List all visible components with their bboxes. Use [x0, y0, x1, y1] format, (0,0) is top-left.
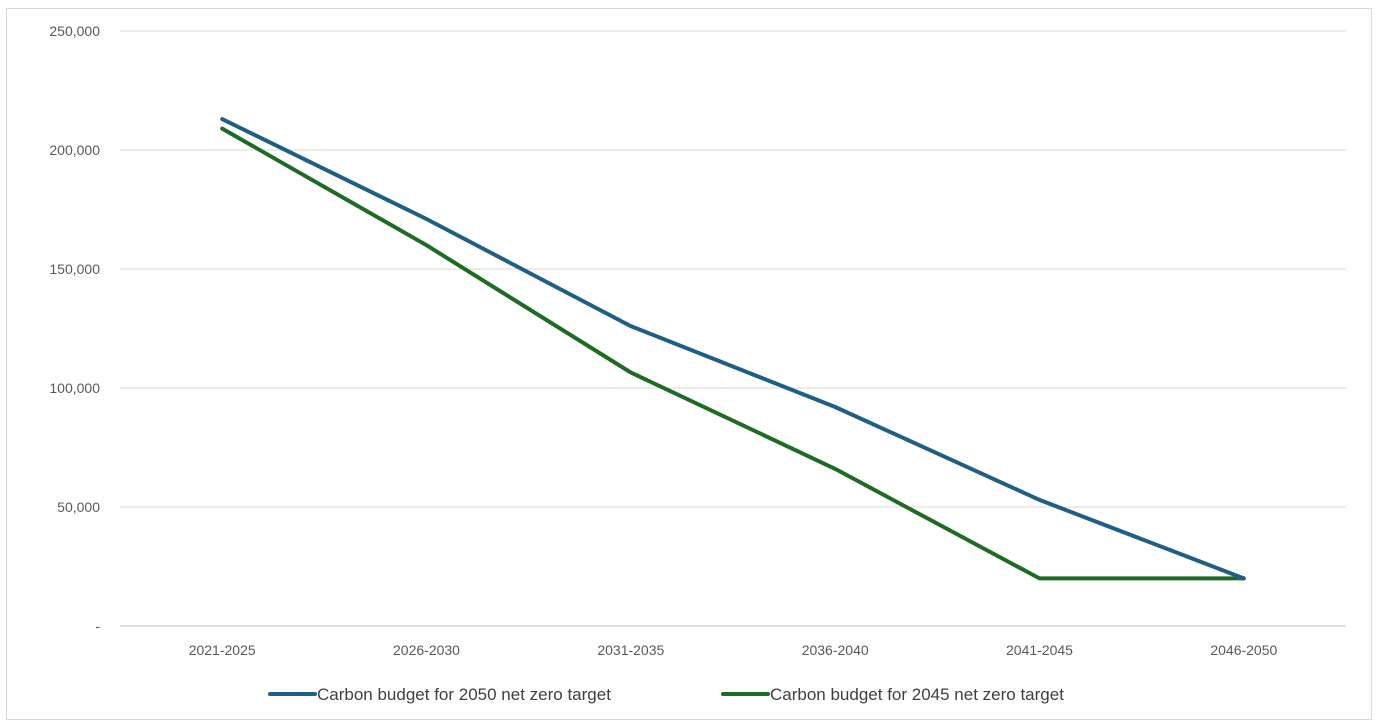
y-tick-label: 50,000: [57, 499, 100, 515]
series-line-2: [220, 126, 1246, 581]
y-tick-label: 100,000: [49, 380, 100, 396]
legend-label: Carbon budget for 2045 net zero target: [770, 685, 1064, 704]
y-tick-label: 200,000: [49, 142, 100, 158]
x-tick-label: 2026-2030: [393, 642, 460, 658]
legend-label: Carbon budget for 2050 net zero target: [317, 685, 611, 704]
axes: - 50,000 100,000 150,000 200,000 250,000 2021-…: [49, 23, 1277, 658]
y-tick-label: -: [95, 618, 100, 634]
x-tick-label: 2021-2025: [189, 642, 256, 658]
series-lines: [220, 117, 1246, 581]
x-tick-label: 2031-2035: [597, 642, 664, 658]
x-tick-label: 2036-2040: [802, 642, 869, 658]
gridlines: [120, 30, 1346, 627]
x-tick-label: 2041-2045: [1006, 642, 1073, 658]
y-tick-label: 250,000: [49, 23, 100, 39]
series-line-1: [220, 117, 1246, 581]
legend: Carbon budget for 2050 net zero target Ca…: [268, 685, 1064, 704]
y-tick-label: 150,000: [49, 261, 100, 277]
x-tick-label: 2046-2050: [1210, 642, 1277, 658]
